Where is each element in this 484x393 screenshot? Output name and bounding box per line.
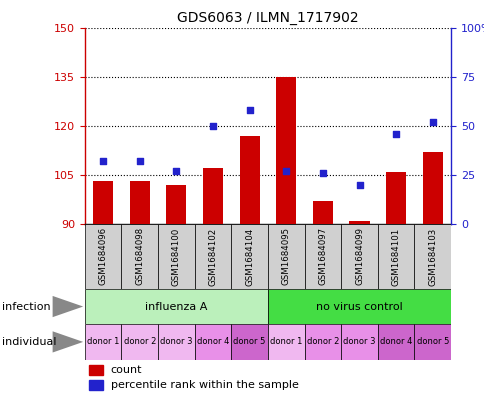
Bar: [267, 289, 450, 324]
Point: [282, 168, 289, 174]
Bar: [267, 324, 304, 360]
Bar: [312, 201, 333, 224]
Text: donor 2: donor 2: [123, 338, 156, 346]
Polygon shape: [52, 331, 83, 353]
Bar: [377, 224, 413, 289]
Bar: [85, 289, 267, 324]
Text: infection: infection: [2, 301, 51, 312]
Bar: [422, 152, 442, 224]
Text: GSM1684102: GSM1684102: [208, 227, 217, 285]
Bar: [340, 224, 377, 289]
Text: GSM1684104: GSM1684104: [244, 227, 254, 285]
Bar: [231, 224, 267, 289]
Text: no virus control: no virus control: [316, 301, 402, 312]
Text: donor 2: donor 2: [306, 338, 338, 346]
Bar: [89, 365, 103, 375]
Text: GSM1684103: GSM1684103: [427, 227, 437, 285]
Bar: [231, 324, 267, 360]
Point: [392, 130, 399, 137]
Text: donor 3: donor 3: [343, 338, 375, 346]
Bar: [413, 224, 450, 289]
Text: percentile rank within the sample: percentile rank within the sample: [110, 380, 298, 389]
Text: GSM1684100: GSM1684100: [171, 227, 181, 285]
Text: donor 1: donor 1: [270, 338, 302, 346]
Point: [99, 158, 107, 164]
Bar: [304, 324, 340, 360]
Text: donor 1: donor 1: [87, 338, 119, 346]
Bar: [158, 224, 194, 289]
Bar: [275, 77, 296, 224]
Bar: [202, 168, 223, 224]
Polygon shape: [52, 296, 83, 317]
Text: influenza A: influenza A: [145, 301, 207, 312]
Bar: [121, 324, 158, 360]
Text: count: count: [110, 365, 142, 375]
Text: GSM1684097: GSM1684097: [318, 227, 327, 285]
Bar: [85, 224, 121, 289]
Bar: [129, 182, 150, 224]
Bar: [158, 324, 194, 360]
Bar: [413, 324, 450, 360]
Text: donor 4: donor 4: [379, 338, 411, 346]
Point: [172, 168, 180, 174]
Text: donor 5: donor 5: [416, 338, 448, 346]
Bar: [385, 172, 406, 224]
Point: [428, 119, 436, 125]
Text: GSM1684099: GSM1684099: [354, 227, 363, 285]
Point: [318, 170, 326, 176]
Bar: [93, 182, 113, 224]
Bar: [340, 324, 377, 360]
Bar: [304, 224, 340, 289]
Text: GSM1684096: GSM1684096: [98, 227, 107, 285]
Bar: [85, 324, 121, 360]
Point: [355, 182, 363, 188]
Text: donor 4: donor 4: [197, 338, 229, 346]
Point: [245, 107, 253, 113]
Bar: [267, 224, 304, 289]
Text: donor 3: donor 3: [160, 338, 192, 346]
Bar: [194, 324, 231, 360]
Text: individual: individual: [2, 337, 57, 347]
Bar: [194, 224, 231, 289]
Point: [209, 123, 216, 129]
Title: GDS6063 / ILMN_1717902: GDS6063 / ILMN_1717902: [177, 11, 358, 25]
Bar: [348, 221, 369, 224]
Bar: [89, 380, 103, 390]
Bar: [166, 185, 186, 224]
Bar: [121, 224, 158, 289]
Text: GSM1684095: GSM1684095: [281, 227, 290, 285]
Bar: [239, 136, 259, 224]
Text: donor 5: donor 5: [233, 338, 265, 346]
Bar: [377, 324, 413, 360]
Text: GSM1684098: GSM1684098: [135, 227, 144, 285]
Text: GSM1684101: GSM1684101: [391, 227, 400, 285]
Point: [136, 158, 143, 164]
